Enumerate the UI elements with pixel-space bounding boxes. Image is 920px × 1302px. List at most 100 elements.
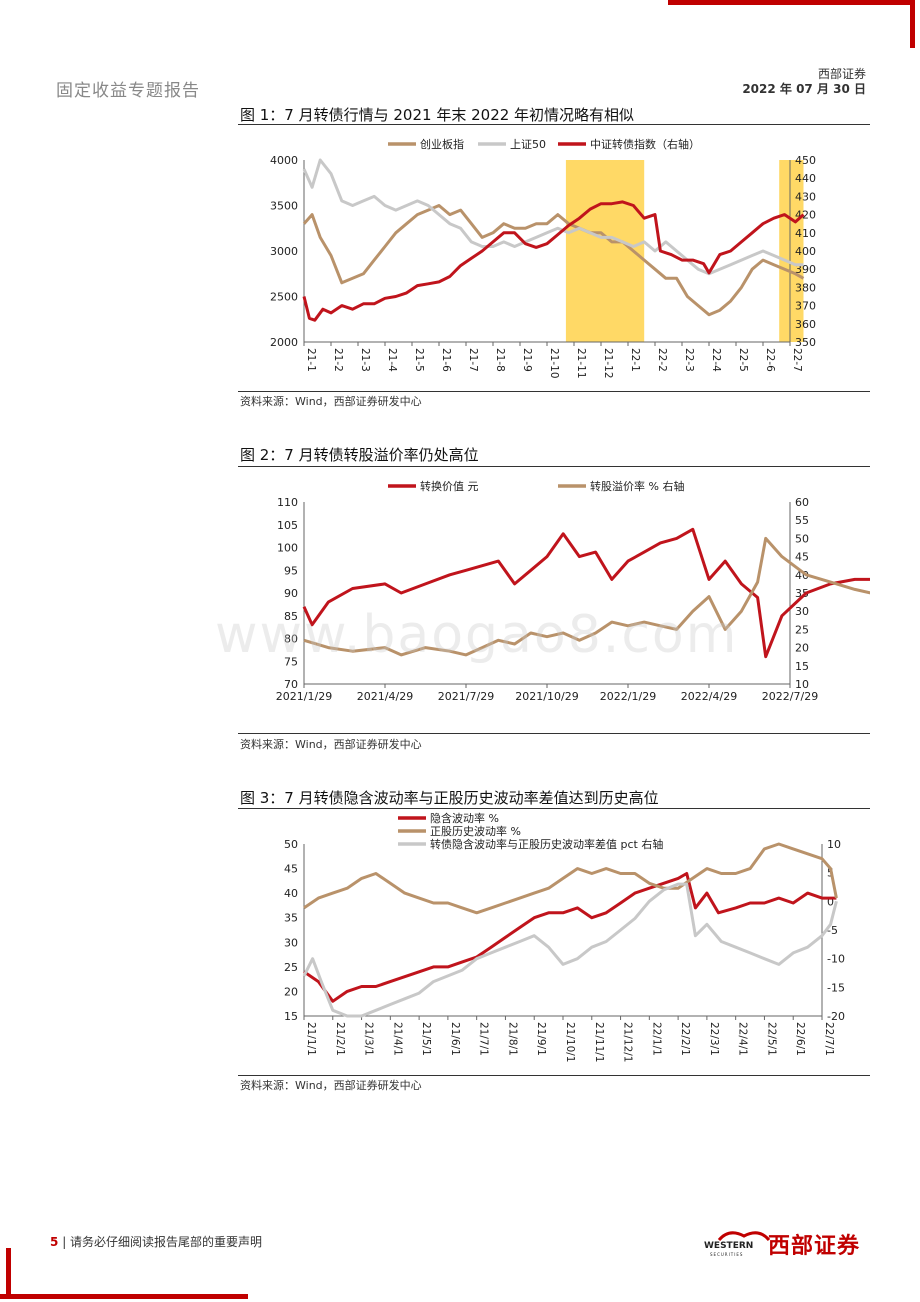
x-tick-label: 21/1/1 [305,1022,317,1056]
figure-1-chart: 2000 2500 3000 3500 4000 350 360 370 380 390 400 41… [270,137,816,379]
x-tick-label: 22/2/1 [679,1022,691,1056]
y2-tick-label: 430 [795,190,816,203]
y2-tick-label: 390 [795,263,816,276]
x-tick-label: 21-5 [413,348,425,372]
y2-tick-label: 450 [795,154,816,167]
x-tick-label: 21/6/1 [449,1022,461,1056]
top-accent-bar [668,0,914,5]
company-name: 西部证券 [817,67,866,81]
y2-tick-label: 40 [795,569,809,582]
footer-separator: | [62,1235,71,1249]
y2-tick-label: -10 [827,953,845,966]
x-tick-label: 21-10 [548,348,560,379]
x-tick-label: 21-12 [602,348,614,379]
x-tick-label: 21/7/1 [478,1022,490,1056]
legend-label-0: 创业板指 [420,137,464,151]
y-tick-label: 100 [277,542,298,555]
logo-chinese: 西部证券 [768,1234,861,1259]
x-tick-label: 22/1/1 [650,1022,662,1056]
figure-3-title: 图 3：7 月转债隐含波动率与正股历史波动率差值达到历史高位 [240,789,659,807]
y2-tick-label: 440 [795,172,816,185]
y2-tick-label: 0 [827,895,834,908]
x-tick-label: 2021/4/29 [357,690,413,703]
x-tick-label: 2022/7/29 [762,690,818,703]
x-tick-label: 21/8/1 [506,1022,518,1056]
x-tick-label: 22/7/1 [823,1022,835,1056]
legend-label-2: 中证转债指数（右轴） [590,137,700,151]
figure-2-title: 图 2：7 月转债转股溢价率仍处高位 [240,446,479,464]
y2-tick-label: 15 [795,660,809,673]
x-tick-label: 21/9/1 [535,1022,547,1056]
legend-label-1: 上证50 [510,138,546,151]
y-tick-label: 25 [284,961,298,974]
y-tick-label: 80 [284,633,298,646]
page-number: 5 [50,1235,59,1249]
y2-tick-label: -5 [827,924,838,937]
legend-label-1: 转股溢价率 % 右轴 [590,479,684,493]
company-logo [704,1226,874,1260]
figure-1-top-rule [238,124,870,125]
x-tick-label: 22-3 [683,348,695,372]
report-type: 固定收益专题报告 [56,81,200,101]
figure-3-bottom-rule [238,1075,870,1076]
y2-tick-label: 10 [827,838,841,851]
y-tick-label: 90 [284,587,298,600]
y-tick-label: 50 [284,838,298,851]
x-tick-label: 22-6 [764,348,776,372]
y2-tick-label: 350 [795,336,816,349]
y-tick-label: 30 [284,936,298,949]
watermark: www.baogao8.com [215,605,739,665]
y2-tick-label: 370 [795,300,816,313]
y2-tick-label: 55 [795,514,809,527]
x-tick-label: 2022/1/29 [600,690,656,703]
x-tick-label: 22-7 [791,348,803,372]
y2-tick-label: 20 [795,642,809,655]
y-tick-label: 105 [277,519,298,532]
y-tick-label: 85 [284,610,298,623]
highlight-band-1 [779,160,804,342]
y2-tick-label: 25 [795,623,809,636]
report-date: 2022 年 07 月 30 日 [742,82,866,96]
y-tick-label: 110 [277,496,298,509]
y2-tick-label: 400 [795,245,816,258]
y2-tick-label: -20 [827,1010,845,1023]
figure-1-title: 图 1：7 月转债行情与 2021 年末 2022 年初情况略有相似 [240,106,635,124]
x-tick-label: 2021/10/29 [515,690,578,703]
figure-2-chart: 70 75 80 85 90 95 100 105 110 10 15 20 25 30 35 40 45 50 5… [276,479,870,703]
y-tick-label: 2500 [270,291,298,304]
y-tick-label: 3000 [270,245,298,258]
bottom-accent-bar [0,1294,248,1299]
x-tick-label: 21-11 [575,348,587,379]
y2-tick-label: 30 [795,605,809,618]
x-tick-label: 21-3 [359,348,371,372]
footer-notice: 请务必仔细阅读报告尾部的重要声明 [70,1235,263,1249]
y-tick-label: 40 [284,887,298,900]
figure-3-top-rule [238,808,870,809]
y2-tick-label: 380 [795,281,816,294]
series-line-0 [302,204,805,317]
x-tick-label: 21-6 [440,348,452,372]
x-tick-label: 21/10/1 [564,1022,576,1062]
x-tick-label: 21/5/1 [420,1022,432,1056]
x-tick-label: 22/5/1 [765,1022,777,1056]
x-tick-label: 22/3/1 [708,1022,720,1056]
y2-tick-label: -15 [827,981,845,994]
x-tick-label: 21-2 [332,348,344,372]
series-line-1 [302,158,804,276]
series-line-1 [303,536,870,657]
y-tick-label: 2000 [270,336,298,349]
bull-logo-icon [717,1231,771,1242]
legend-label-0: 隐含波动率 % [430,811,499,825]
x-tick-label: 21/11/1 [593,1022,605,1062]
x-tick-label: 21-7 [467,348,479,372]
y-tick-label: 35 [284,912,298,925]
x-tick-label: 22-4 [710,348,722,372]
y-tick-label: 3500 [270,200,298,213]
x-tick-label: 2021/7/29 [438,690,494,703]
series-line-0 [303,872,837,1003]
x-tick-label: 2022/4/29 [681,690,737,703]
figure-3-source: 资料来源：Wind，西部证券研发中心 [240,1079,422,1092]
logo-sub: SECURITIES [710,1252,744,1257]
y-tick-label: 4000 [270,154,298,167]
x-tick-label: 22-2 [656,348,668,372]
